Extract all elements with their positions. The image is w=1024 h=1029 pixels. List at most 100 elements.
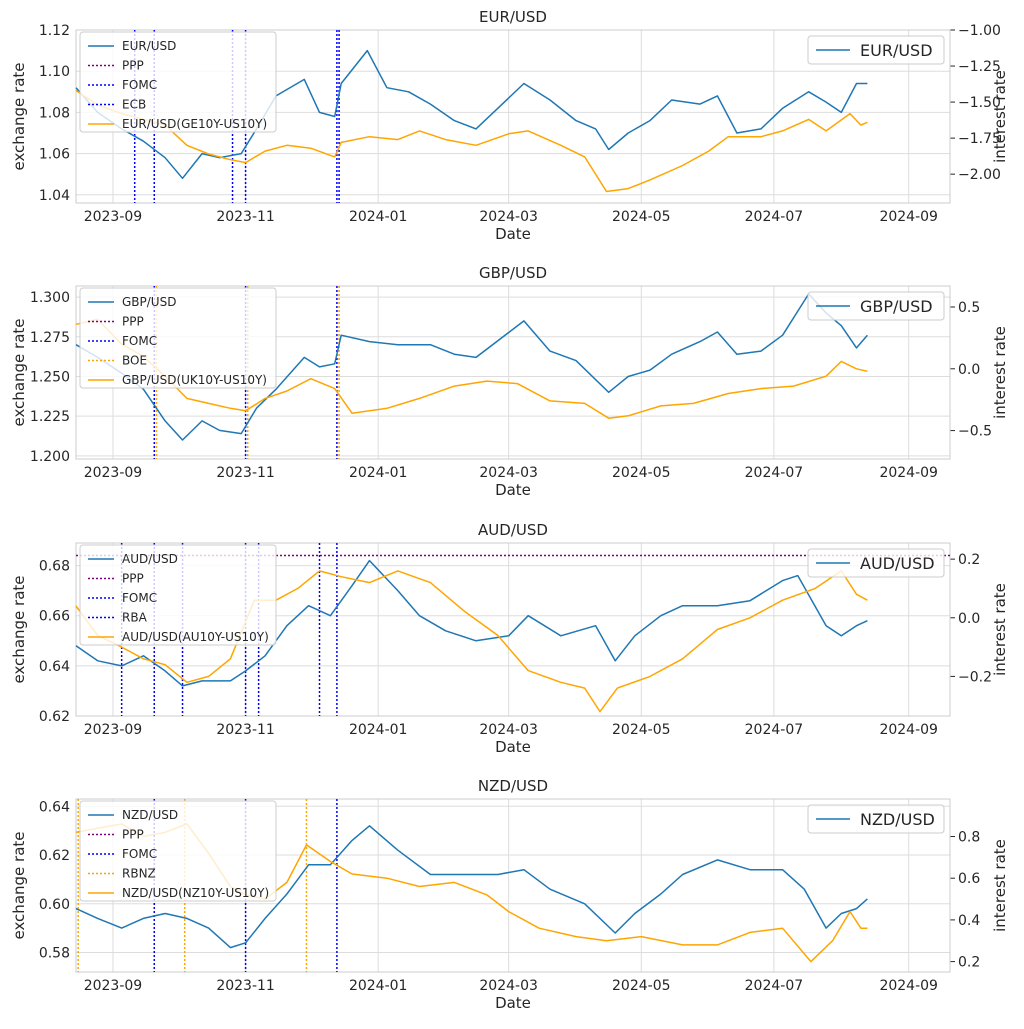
legend-right-box — [807, 35, 945, 65]
y-left-tick-label: 1.06 — [39, 147, 70, 163]
legend: AUD/USD PPP FOMC RBA AUD/USD(AU10Y-US10Y) — [79, 544, 277, 646]
panel-title: AUD/USD — [478, 521, 548, 539]
legend-box — [79, 800, 277, 902]
legend-right: AUD/USD — [807, 548, 945, 578]
x-tick-label: 2024-03 — [479, 722, 538, 738]
legend-entry: PPP — [122, 315, 144, 329]
panel-nzd-usd: 2023-09 2023-11 2024-01 2024-03 2024-05 2024-… — [10, 777, 1009, 1012]
y-left-tick-label: 0.60 — [39, 897, 70, 913]
y-right-tick-label: −2.00 — [958, 167, 1001, 183]
x-tick-label: 2024-09 — [879, 722, 938, 738]
legend-entry: FOMC — [122, 78, 157, 92]
legend-right: EUR/USD — [807, 35, 945, 65]
interest-rate-line — [75, 570, 868, 713]
y-right-tick-label: 0.5 — [958, 300, 980, 316]
x-tick-label: 2024-09 — [879, 209, 938, 225]
legend-entry: EUR/USD(GE10Y-US10Y) — [122, 117, 267, 131]
legend-entry: RBNZ — [122, 867, 156, 881]
x-tick-label: 2024-07 — [745, 978, 804, 994]
y-left-tick-label: 1.12 — [39, 23, 70, 39]
x-tick-label: 2023-09 — [84, 722, 143, 738]
legend: EUR/USD PPP FOMC ECB EUR/USD(GE10Y-US10Y) — [79, 31, 277, 133]
y-left-tick-label: 0.64 — [39, 659, 70, 675]
y-left-tick-label: 1.10 — [39, 64, 70, 80]
y-axis-label-left: exchange rate — [10, 575, 28, 683]
x-tick-label: 2024-03 — [479, 209, 538, 225]
legend-entry: NZD/USD(NZ10Y-US10Y) — [122, 886, 269, 900]
y-right-tick-label: −1.25 — [958, 59, 1001, 75]
legend-right-entry: AUD/USD — [860, 554, 935, 573]
exchange-rate-line — [75, 825, 868, 949]
legend-entry: AUD/USD — [122, 552, 178, 566]
legend-box — [79, 287, 277, 389]
y-left-tick-label: 0.66 — [39, 609, 70, 625]
panel-title: EUR/USD — [479, 8, 547, 26]
plot-frame — [75, 542, 951, 717]
legend-entry: AUD/USD(AU10Y-US10Y) — [122, 630, 269, 644]
panel-aud-usd: 2023-09 2023-11 2024-01 2024-03 2024-05 2024-… — [10, 521, 1009, 756]
x-tick-label: 2024-05 — [612, 722, 671, 738]
legend-entry: EUR/USD — [122, 39, 176, 53]
y-left-tick-label: 0.62 — [39, 848, 70, 864]
legend: NZD/USD PPP FOMC RBNZ NZD/USD(NZ10Y-US10Y) — [79, 800, 277, 902]
x-tick-label: 2023-09 — [84, 978, 143, 994]
y-left-tick-label: 1.200 — [30, 449, 70, 465]
x-axis-label: Date — [495, 225, 531, 243]
y-right-tick-label: 0.2 — [958, 955, 980, 971]
y-right-tick-label: 0.2 — [958, 552, 980, 568]
x-tick-label: 2023-09 — [84, 209, 143, 225]
x-tick-label: 2023-11 — [216, 209, 275, 225]
x-tick-label: 2024-01 — [349, 209, 408, 225]
x-tick-label: 2024-09 — [879, 978, 938, 994]
x-tick-label: 2024-01 — [349, 978, 408, 994]
y-axis-label-left: exchange rate — [10, 318, 28, 426]
x-tick-label: 2024-03 — [479, 465, 538, 481]
panel-gbp-usd: 2023-09 2023-11 2024-01 2024-03 2024-05 2024-… — [10, 264, 1009, 499]
y-right-tick-label: 0.0 — [958, 611, 980, 627]
x-tick-label: 2024-07 — [745, 722, 804, 738]
y-left-tick-label: 1.300 — [30, 290, 70, 306]
legend-right: GBP/USD — [807, 291, 945, 321]
x-axis-label: Date — [495, 481, 531, 499]
panel-eur-usd: 2023-09 2023-11 2024-01 2024-03 2024-05 2024-… — [10, 8, 1009, 243]
exchange-rate-line — [75, 293, 868, 441]
exchange-rate-line — [75, 559, 868, 687]
x-tick-label: 2024-07 — [745, 209, 804, 225]
y-right-tick-label: 0.6 — [958, 871, 980, 887]
legend-entry: NZD/USD — [122, 808, 178, 822]
legend-entry: PPP — [122, 59, 144, 73]
legend-right-entry: GBP/USD — [860, 297, 933, 316]
x-tick-label: 2024-07 — [745, 465, 804, 481]
x-tick-label: 2023-11 — [216, 465, 275, 481]
x-tick-label: 2024-03 — [479, 978, 538, 994]
y-left-tick-label: 1.08 — [39, 105, 70, 121]
panel-title: NZD/USD — [478, 777, 548, 795]
y-left-tick-label: 1.275 — [30, 330, 70, 346]
x-tick-label: 2023-11 — [216, 722, 275, 738]
y-axis-label-left: exchange rate — [10, 62, 28, 170]
legend-box — [79, 31, 277, 133]
plot-frame — [75, 798, 951, 973]
legend: GBP/USD PPP FOMC BOE GBP/USD(UK10Y-US10Y) — [79, 287, 277, 389]
x-tick-label: 2024-01 — [349, 722, 408, 738]
legend-entry: GBP/USD — [122, 295, 176, 309]
legend-right-box — [807, 548, 945, 578]
y-left-tick-label: 0.62 — [39, 709, 70, 725]
x-tick-label: 2024-05 — [612, 465, 671, 481]
legend-right-box — [807, 804, 945, 834]
y-right-tick-label: 0.8 — [958, 830, 980, 846]
y-axis-label-right: interest rate — [991, 326, 1009, 419]
panel-title: GBP/USD — [479, 264, 547, 282]
legend-entry: BOE — [122, 354, 147, 368]
legend-entry: FOMC — [122, 847, 157, 861]
y-left-tick-label: 0.68 — [39, 559, 70, 575]
legend-entry: RBA — [122, 611, 148, 625]
interest-rate-line — [75, 89, 868, 193]
x-tick-label: 2023-09 — [84, 465, 143, 481]
plot-frame — [75, 285, 951, 460]
y-axis-label-right: interest rate — [991, 583, 1009, 676]
interest-rate-line — [75, 318, 868, 419]
legend-box — [79, 544, 277, 646]
